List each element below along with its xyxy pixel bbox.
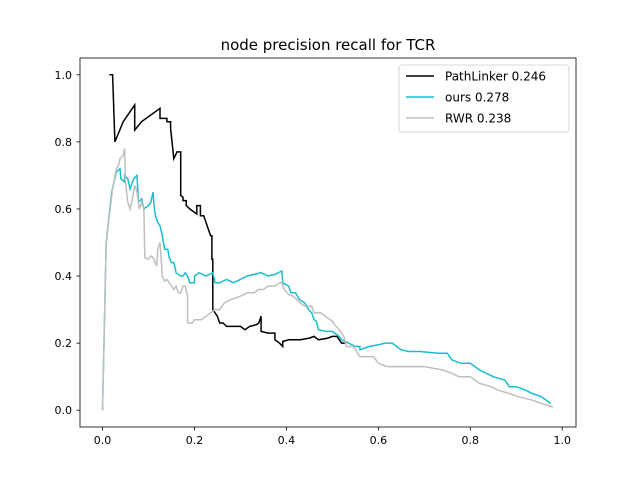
- x-tick-label: 1.0: [553, 434, 571, 447]
- legend: PathLinker 0.246 ours 0.278 RWR 0.238: [398, 64, 570, 133]
- x-tick-label: 0.6: [370, 434, 388, 447]
- plot-area: [101, 74, 554, 411]
- y-tick-label: 0.0: [55, 404, 73, 417]
- chart-title: node precision recall for TCR: [221, 36, 436, 54]
- y-tick-label: 0.8: [55, 136, 73, 149]
- legend-label-2: RWR 0.238: [445, 112, 511, 126]
- y-tick-label: 0.2: [55, 337, 73, 350]
- y-tick-label: 1.0: [55, 69, 73, 82]
- series-line-2: [101, 148, 554, 411]
- x-tick-label: 0.8: [462, 434, 480, 447]
- series-line-0: [109, 74, 347, 349]
- legend-label-0: PathLinker 0.246: [445, 70, 546, 84]
- x-tick-label: 0.0: [94, 434, 112, 447]
- x-tick-label: 0.2: [186, 434, 204, 447]
- plot-frame: [79, 57, 577, 428]
- y-tick-label: 0.4: [55, 270, 73, 283]
- legend-label-1: ours 0.278: [445, 91, 509, 105]
- x-tick-label: 0.4: [278, 434, 296, 447]
- axes: 0.0 0.2 0.4 0.6 0.8 1.0 0.0 0.2 0.4 0.6 0.8 1.0: [55, 57, 577, 447]
- y-tick-label: 0.6: [55, 203, 73, 216]
- series-line-1: [101, 167, 552, 411]
- legend-box: [398, 64, 570, 133]
